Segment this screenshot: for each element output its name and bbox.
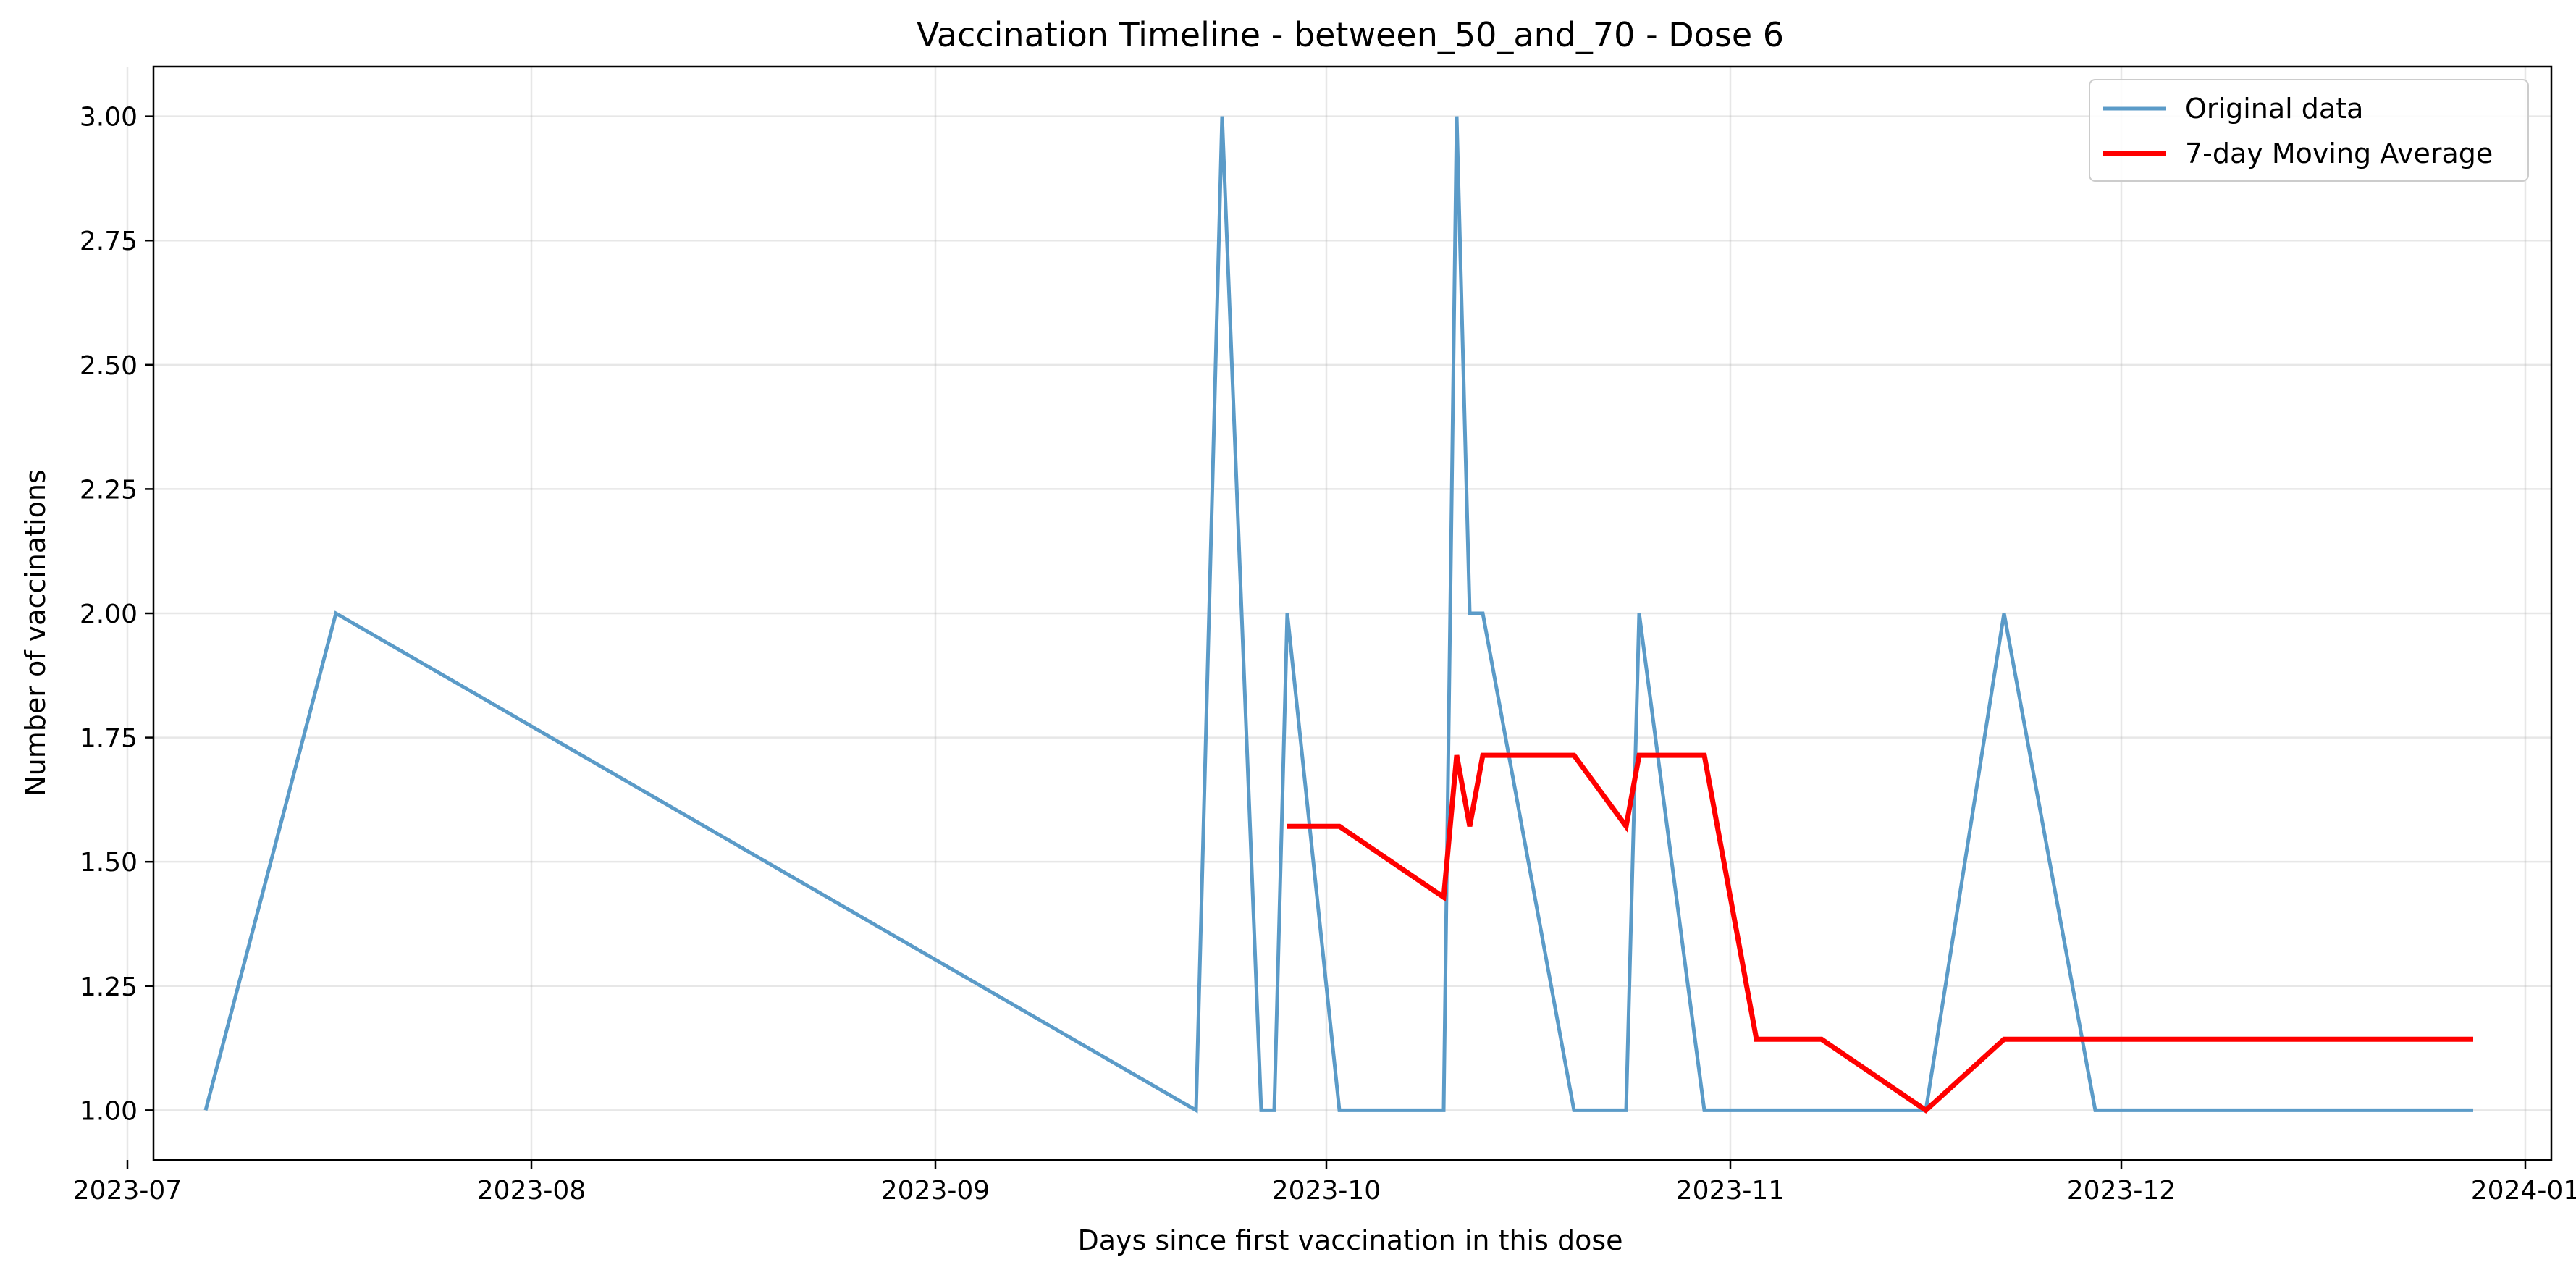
legend: Original data 7-day Moving Average xyxy=(2089,79,2529,182)
y-tick-label: 3.00 xyxy=(80,103,138,133)
x-tick-label: 2024-01 xyxy=(2471,1176,2576,1206)
grid xyxy=(126,67,2551,1160)
y-axis-label: Number of vaccinations xyxy=(20,469,51,796)
legend-label-original-data: Original data xyxy=(2185,93,2363,125)
y-tick-label: 2.50 xyxy=(80,351,138,381)
series-line-moving-average xyxy=(1287,752,2473,1114)
x-axis-label: Days since first vaccination in this dos… xyxy=(1077,1224,1622,1256)
y-tick-label: 1.50 xyxy=(80,848,138,878)
x-tick-label: 2023-09 xyxy=(881,1176,990,1206)
x-tick-label: 2023-11 xyxy=(1676,1176,1785,1206)
legend-label-moving-average: 7-day Moving Average xyxy=(2185,138,2493,169)
chart-title: Vaccination Timeline - between_50_and_70… xyxy=(917,15,1784,54)
y-tick-label: 2.00 xyxy=(80,600,138,629)
x-tick-label: 2023-12 xyxy=(2067,1176,2176,1206)
y-tick-label: 2.25 xyxy=(80,475,138,505)
y-tick-label: 1.00 xyxy=(80,1096,138,1126)
series-layer xyxy=(203,116,2473,1114)
y-tick-label: 1.25 xyxy=(80,972,138,1002)
x-tick-label: 2023-07 xyxy=(73,1176,182,1206)
y-tick-label: 1.75 xyxy=(80,724,138,754)
legend-box xyxy=(2089,79,2529,182)
series-line-original-data xyxy=(203,116,2473,1114)
x-tick-label: 2023-08 xyxy=(477,1176,586,1206)
x-tick-label: 2023-10 xyxy=(1272,1176,1381,1206)
ticks: 2023-07 2023-08 2023-09 2023-10 2023-11 2023-… xyxy=(73,103,2576,1206)
y-tick-label: 2.75 xyxy=(80,227,138,256)
